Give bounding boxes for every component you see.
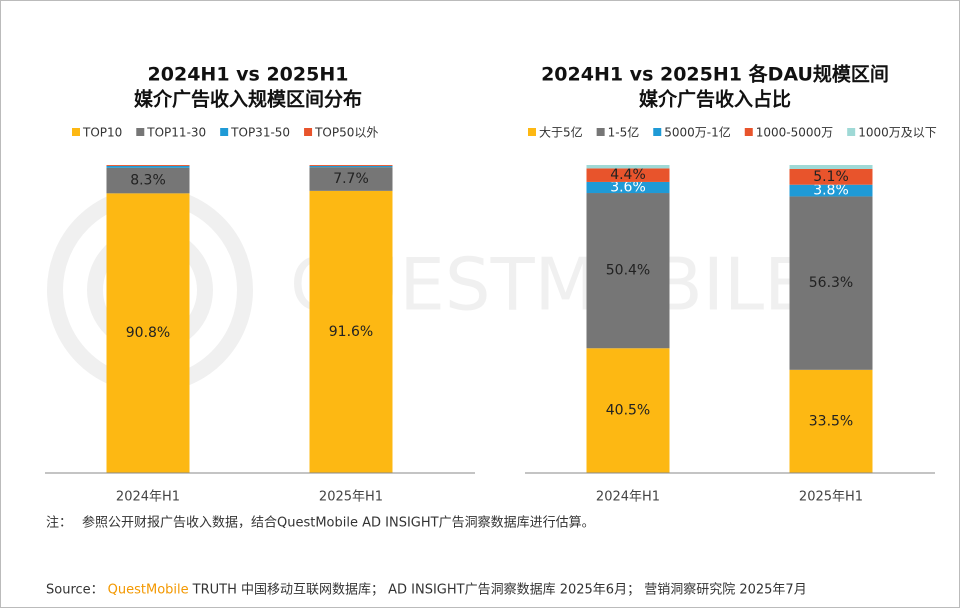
bar-segment <box>309 167 393 191</box>
legend-label: TOP50以外 <box>314 126 378 140</box>
bar-segment <box>106 167 190 194</box>
bar-segment <box>586 348 670 473</box>
legend-label: 5000万-1亿 <box>664 125 731 140</box>
bar-segment <box>586 193 670 349</box>
bar-segment <box>789 184 873 197</box>
legend-marker <box>744 128 753 136</box>
bar-segment <box>789 169 873 185</box>
chart-title: 2024H1 vs 2025H1 各DAU规模区间 <box>541 63 889 86</box>
source-brand: QuestMobile <box>108 583 189 598</box>
bar-segment <box>309 190 393 473</box>
bar-segment <box>789 165 873 170</box>
source-label: Source： <box>46 583 104 598</box>
bar-segment <box>789 369 873 473</box>
legend-marker <box>72 128 80 136</box>
value-label: 40.5% <box>606 403 650 419</box>
value-label: 8.3% <box>130 173 166 189</box>
legend-marker <box>220 128 229 136</box>
x-tick-label: 2025年H1 <box>319 490 383 505</box>
value-label: 91.6% <box>329 324 373 340</box>
value-label: 3.6% <box>610 179 646 195</box>
x-tick-label: 2024年H1 <box>596 490 660 505</box>
legend-label: 大于5亿 <box>539 125 583 140</box>
bar-segment <box>106 165 190 166</box>
value-label: 56.3% <box>809 275 853 291</box>
bar-segment <box>309 165 393 168</box>
bar-segment <box>789 196 873 370</box>
value-label: 3.8% <box>813 183 849 199</box>
chart-title: 2024H1 vs 2025H1 <box>148 64 349 86</box>
legend-label: 1000-5000万 <box>756 126 833 140</box>
x-tick-label: 2024年H1 <box>116 490 180 505</box>
legend-marker <box>847 128 856 136</box>
value-label: 50.4% <box>606 263 650 279</box>
legend-marker <box>653 128 662 136</box>
bar-segment <box>106 165 190 168</box>
value-label: 33.5% <box>809 413 853 429</box>
value-label: 7.7% <box>333 171 369 187</box>
bar-segment <box>106 193 190 473</box>
legend-label: 1-5亿 <box>608 125 640 140</box>
source-text: TRUTH 中国移动互联网数据库； AD INSIGHT广告洞察数据库 2025… <box>192 582 807 598</box>
value-label: 4.4% <box>610 167 646 183</box>
legend-label: 1000万及以下 <box>858 126 937 140</box>
legend-marker <box>304 128 313 136</box>
legend-marker <box>136 128 145 136</box>
x-tick-label: 2025年H1 <box>799 490 863 505</box>
chart-title: 媒介广告收入规模区间分布 <box>134 88 362 111</box>
value-label: 5.1% <box>813 169 849 185</box>
legend-marker <box>596 128 605 136</box>
bar-segment <box>586 165 670 169</box>
note-text: 参照公开财报广告收入数据，结合QuestMobile AD INSIGHT广告洞… <box>82 515 595 531</box>
legend-label: TOP11-30 <box>146 126 206 140</box>
note-label: 注： <box>46 516 72 531</box>
bar-segment <box>586 168 670 182</box>
bar-segment <box>309 165 393 166</box>
legend-label: TOP31-50 <box>230 126 290 140</box>
chart-title: 媒介广告收入占比 <box>639 88 791 111</box>
legend-marker <box>528 128 536 136</box>
bar-segment <box>586 181 670 194</box>
value-label: 90.8% <box>126 325 170 341</box>
legend-label: TOP10 <box>82 126 122 140</box>
